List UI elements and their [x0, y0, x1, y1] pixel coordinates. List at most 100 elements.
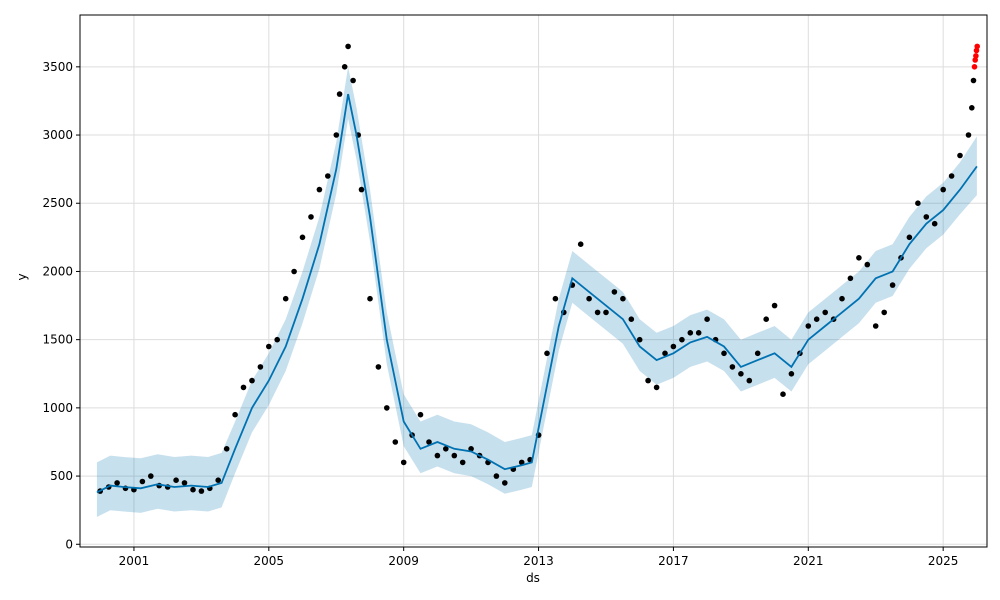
observed-point: [872, 323, 879, 329]
y-tick-label: 3500: [42, 60, 73, 74]
observed-point: [333, 132, 340, 138]
observed-point: [518, 459, 525, 466]
observed-point: [257, 364, 264, 370]
observed-point: [198, 488, 205, 494]
observed-point: [763, 316, 769, 323]
y-tick-label: 3000: [42, 128, 73, 142]
observed-point: [839, 295, 845, 302]
observed-point: [923, 214, 930, 220]
observed-point: [931, 220, 938, 227]
observed-point: [299, 234, 306, 241]
observed-point: [856, 254, 862, 261]
observed-point: [345, 43, 351, 50]
uncertainty-band: [96, 66, 977, 518]
observed-point: [274, 336, 281, 343]
observed-point: [325, 173, 331, 179]
observed-point: [889, 282, 896, 288]
observed-point: [847, 275, 854, 282]
observed-point: [948, 173, 955, 179]
observed-point: [266, 343, 272, 350]
observed-point: [282, 295, 289, 302]
observed-point: [915, 200, 921, 206]
observed-point: [586, 295, 592, 302]
observed-point: [957, 152, 963, 159]
observed-point: [813, 316, 820, 323]
observed-point: [771, 302, 778, 309]
observed-point: [215, 477, 221, 484]
observed-point: [544, 350, 550, 357]
observed-point: [636, 336, 643, 343]
observed-point: [426, 439, 432, 445]
observed-point: [308, 214, 314, 220]
observed-point: [594, 309, 601, 316]
observed-point: [906, 234, 913, 241]
observed-point: [223, 446, 230, 452]
observed-point: [392, 439, 399, 445]
x-tick-label: 2009: [388, 554, 419, 568]
grid: [80, 15, 987, 547]
x-axis-label: ds: [526, 571, 540, 585]
observed-point: [687, 330, 694, 336]
observed-point: [434, 452, 441, 459]
observed-point: [940, 186, 946, 193]
observed-point: [341, 64, 348, 70]
x-tick-label: 2021: [793, 554, 824, 568]
observed-point: [653, 384, 660, 391]
observed-point: [729, 364, 736, 370]
recent-point: [971, 64, 978, 70]
observed-point: [493, 473, 500, 479]
observed-point: [384, 405, 390, 411]
observed-point: [864, 261, 871, 268]
observed-point: [114, 480, 120, 486]
observed-point: [611, 289, 618, 295]
observed-point: [375, 364, 382, 370]
x-tick-label: 2001: [119, 554, 150, 568]
observed-point: [662, 350, 668, 357]
observed-point: [577, 241, 584, 247]
observed-point: [350, 77, 356, 84]
observed-point: [603, 309, 609, 316]
observed-point: [139, 478, 146, 485]
observed-point: [148, 473, 154, 479]
observed-point: [738, 371, 744, 377]
observed-point: [721, 350, 727, 357]
y-tick-label: 2000: [42, 264, 73, 278]
recent-point: [973, 53, 979, 59]
observed-point: [249, 377, 255, 384]
observed-point: [232, 411, 238, 418]
observed-point: [970, 77, 977, 84]
y-tick-label: 500: [50, 469, 73, 483]
y-tick-label: 1500: [42, 333, 73, 347]
observed-point: [459, 459, 466, 466]
observed-point: [881, 309, 887, 316]
x-tick-label: 2017: [658, 554, 689, 568]
y-tick-label: 0: [65, 537, 73, 551]
forecast-line-layer: [96, 93, 978, 494]
x-axis-ticks: 2001 2005 2009 2013 2017 2021 2025: [119, 547, 959, 568]
observed-point: [788, 371, 795, 377]
observed-point: [181, 480, 188, 486]
observed-point: [400, 459, 407, 466]
observed-point: [965, 132, 972, 138]
x-tick-label: 2013: [523, 554, 554, 568]
observed-point: [805, 323, 812, 329]
observed-point: [468, 446, 474, 452]
observed-point: [502, 480, 508, 486]
y-tick-label: 2500: [42, 196, 73, 210]
uncertainty-band-layer: [96, 66, 977, 518]
recent-points-layer: [971, 43, 980, 70]
observed-point: [336, 91, 343, 97]
y-tick-label: 1000: [42, 401, 73, 415]
forecast-line: [96, 93, 978, 494]
observed-point: [746, 377, 753, 384]
observed-point: [291, 268, 297, 275]
observed-point: [695, 330, 702, 336]
observed-point: [173, 477, 179, 484]
observed-point: [620, 295, 626, 302]
observed-point: [417, 411, 424, 418]
recent-point: [974, 43, 980, 50]
observed-point: [451, 452, 458, 459]
observed-point: [443, 446, 449, 452]
x-tick-label: 2025: [928, 554, 959, 568]
